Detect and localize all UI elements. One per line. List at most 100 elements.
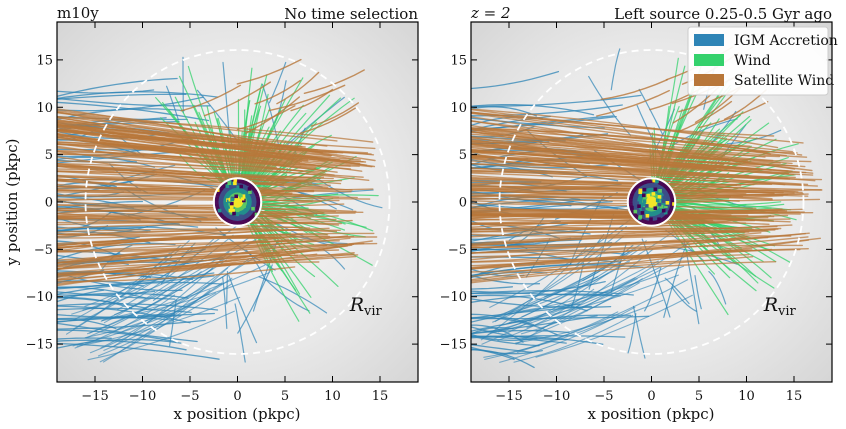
legend-swatch-wind <box>694 54 724 66</box>
galaxy-pixel <box>234 194 238 199</box>
x-tick-label: −15 <box>81 389 108 404</box>
satellite-track <box>57 255 282 282</box>
satellite-track <box>203 81 271 117</box>
igm-track <box>497 288 595 341</box>
left-rvir-base: R <box>349 294 364 316</box>
satellite-track <box>57 252 355 287</box>
y-tick-label: −5 <box>448 243 467 258</box>
x-tick-label: 15 <box>372 389 389 404</box>
igm-track <box>84 293 210 339</box>
satellite-track <box>57 141 361 165</box>
galaxy-pixel <box>638 215 643 219</box>
igm-track <box>588 75 632 136</box>
wind-track <box>253 194 379 200</box>
satellite-track <box>471 203 757 210</box>
igm-track <box>57 303 219 311</box>
igm-track <box>76 296 241 347</box>
satellite-track <box>471 259 720 281</box>
left-rvir-label: Rvir <box>349 294 383 319</box>
igm-track <box>57 77 178 97</box>
left-rvir-sub: vir <box>363 304 383 319</box>
galaxy-pixel <box>642 199 647 203</box>
satellite-track <box>57 189 314 197</box>
galaxy-pixel <box>247 187 252 191</box>
satellite-track <box>471 177 742 187</box>
galaxy-pixel <box>217 208 222 213</box>
satellite-track <box>471 146 736 169</box>
satellite-track <box>596 89 670 117</box>
satellite-track <box>57 162 302 183</box>
igm-track <box>234 303 246 363</box>
igm-track <box>507 248 636 314</box>
satellite-track <box>697 101 769 129</box>
igm-track <box>87 310 235 361</box>
satellite-track <box>57 223 277 239</box>
satellite-track <box>471 232 810 254</box>
rvir-circle <box>84 49 391 355</box>
x-tick-label: −10 <box>129 389 156 404</box>
satellite-track <box>236 105 296 131</box>
galaxy-pixel <box>655 179 659 184</box>
igm-track <box>57 97 211 107</box>
satellite-track <box>600 79 668 100</box>
wind-track <box>666 219 729 316</box>
galaxy-pixel <box>657 195 662 199</box>
satellite-track <box>57 242 291 252</box>
igm-track <box>471 335 540 347</box>
igm-track <box>237 264 273 334</box>
satellite-track <box>471 172 737 186</box>
igm-track <box>510 261 630 313</box>
igm-track <box>85 271 202 339</box>
galaxy-pixel <box>665 201 670 205</box>
left-ticks: −15 −10 −5 0 5 10 15 −15 −10 −5 0 5 10 15 <box>26 22 418 404</box>
galaxy-pixel <box>230 202 234 206</box>
galaxy-pixel <box>655 198 660 203</box>
galaxy-pixel <box>653 187 658 192</box>
x-tick-label: −5 <box>180 389 199 404</box>
satellite-track <box>471 227 754 230</box>
galaxy-radius-circle <box>212 177 263 227</box>
satellite-track <box>57 242 365 264</box>
galaxy-pixel <box>642 193 646 198</box>
satellite-track <box>471 214 789 228</box>
satellite-track <box>57 237 289 247</box>
galaxy-pixel <box>662 195 666 200</box>
satellite-track <box>276 71 320 105</box>
igm-track <box>57 342 220 360</box>
left-xlabel: x position (pkpc) <box>173 405 300 423</box>
galaxy-core-layer <box>231 196 244 208</box>
satellite-track <box>57 116 374 143</box>
satellite-track <box>471 184 784 194</box>
galaxy-pixel <box>239 214 243 219</box>
right-xlabel: x position (pkpc) <box>587 405 714 423</box>
y-tick-label: 5 <box>45 148 53 163</box>
satellite-track <box>299 107 357 134</box>
y-tick-label: 15 <box>450 53 467 68</box>
igm-track <box>671 286 698 312</box>
satellite-track <box>254 79 301 105</box>
satellite-track <box>724 89 767 120</box>
igm-track <box>57 93 187 100</box>
igm-track <box>487 260 659 335</box>
right-rvir-sub: vir <box>777 304 797 319</box>
satellite-track <box>471 229 776 233</box>
x-tick-label: −15 <box>495 389 522 404</box>
left-overlay <box>84 49 391 355</box>
right-overlay <box>498 49 805 355</box>
right-rvir-base: R <box>763 294 778 316</box>
galaxy-pixel <box>641 207 646 211</box>
x-tick-label: −10 <box>543 389 570 404</box>
galaxy-pixel <box>228 208 233 213</box>
igm-track <box>258 276 328 314</box>
satellite-track <box>471 129 808 158</box>
satellite-track <box>471 167 818 187</box>
satellite-track <box>57 111 328 147</box>
galaxy-pixel <box>227 181 231 185</box>
satellite-track <box>471 219 746 231</box>
galaxy-pixel <box>645 204 649 208</box>
galaxy-pixel <box>239 193 243 198</box>
galaxy-pixel <box>233 181 237 186</box>
satellite-track <box>57 128 361 165</box>
galaxy-pixel <box>230 205 234 209</box>
